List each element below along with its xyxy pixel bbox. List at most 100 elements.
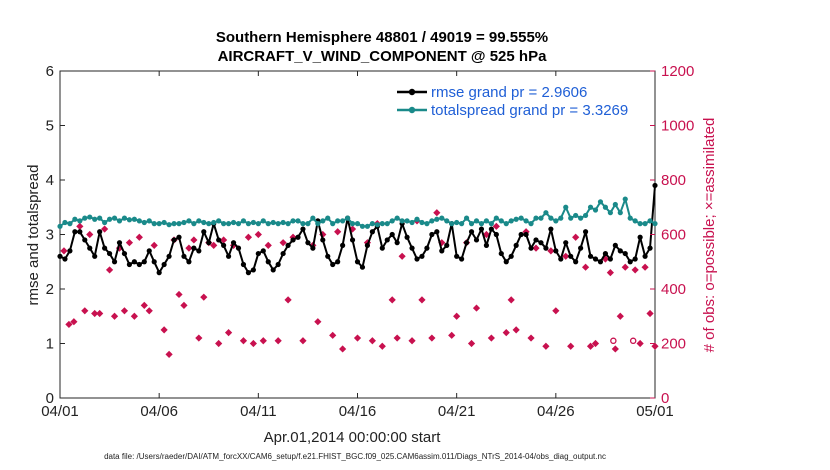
obs-assimilated-marker [96,309,104,318]
totalspread-point [315,221,321,227]
rmse-point [508,253,514,259]
obs-assimilated-marker [492,222,500,230]
rmse-point [82,237,88,243]
totalspread-point [543,210,549,216]
obs-assimilated-shape [651,342,659,350]
obs-assimilated-shape [616,312,624,320]
obs-assimilated-marker [314,318,322,326]
obs-assimilated-marker [60,247,68,255]
obs-assimilated-shape [284,296,292,304]
rmse-point [642,253,648,259]
obs-assimilated-shape [502,329,510,337]
rmse-point [106,250,113,257]
rmse-point [201,229,207,235]
obs-assimilated-marker [601,255,610,263]
totalspread-point [87,214,93,220]
y-tick-label: 1 [46,336,54,353]
rmse-point [617,248,623,254]
obs-assimilated-marker [110,312,119,320]
totalspread-point [384,221,390,227]
obs-assimilated-shape [353,334,362,342]
rmse-point [67,248,73,254]
totalspread-point [325,215,331,221]
y2-tick-label: 0 [661,390,669,407]
obs-assimilated-marker [239,337,248,345]
obs-assimilated-shape [115,244,124,252]
y2-tick-label: 200 [661,336,686,353]
totalspread-point [553,218,559,224]
totalspread-point [459,221,465,227]
rmse-point [597,259,604,265]
obs-assimilated-marker [467,339,476,348]
rmse-point [439,248,445,254]
totalspread-point [419,219,425,226]
totalspread-point [558,215,564,221]
obs-assimilated-shape [527,334,535,342]
obs-assimilated-shape [249,339,257,348]
rmse-point [166,253,172,259]
rmse-point [488,226,494,232]
totalspread-point [568,215,574,221]
totalspread-point [166,222,172,228]
totalspread-point [92,216,98,222]
ticks-layer: 04/01 04/06 04/11 04/16 04/21 04/26 05/0101234… [41,63,694,420]
totalspread-point [454,219,460,226]
obs-assimilated-marker [195,334,203,342]
obs-assimilated-marker [388,296,396,304]
totalspread-point [498,218,504,224]
obs-assimilated-marker [581,263,590,271]
rmse-point [389,231,395,238]
rmse-point [513,242,519,248]
rmse-point [111,259,118,265]
obs-assimilated-shape [586,342,595,350]
totalspread-point [300,221,306,227]
rmse-point [330,261,336,268]
rmse-point [424,245,430,251]
rmse-point [275,261,281,268]
rmse-point [419,253,425,259]
obs-assimilated-shape [641,263,649,271]
rmse-point [602,250,609,257]
obs-assimilated-marker [259,337,267,345]
obs-assimilated-marker [586,342,595,350]
x-tick-label: 05/01 [636,403,674,420]
totalspread-point [320,218,326,224]
obs-assimilated-shape [467,339,476,348]
rmse-point [612,242,618,248]
totalspread-point [518,215,524,221]
rmse-point [558,256,564,262]
totalspread-point [449,221,455,227]
obs-assimilated-marker [472,304,481,312]
obs-assimilated-shape [160,326,168,334]
rmse-point [295,234,301,240]
obs-assimilated-marker [606,269,614,277]
rmse-point [637,234,643,240]
obs-assimilated-marker [329,331,337,339]
obs-assimilated-marker [631,266,639,274]
totalspread-point [399,218,405,224]
obs-assimilated-marker [527,334,535,342]
obs-assimilated-marker [532,244,540,252]
obs-assimilated-marker [636,339,644,348]
rmse-point [627,259,633,265]
rmse-point [384,237,390,243]
totalspread-point [136,218,142,224]
rmse-point [578,245,584,251]
obs-assimilated-shape [86,230,94,239]
rmse-point [340,242,346,248]
obs-assimilated-shape [636,339,644,348]
obs-assimilated-marker [621,263,629,271]
rmse-point [325,253,331,259]
rmse-point [320,237,326,243]
obs-assimilated-shape [244,233,253,241]
totalspread-point [310,215,316,221]
totalspread-point [211,219,217,226]
obs-assimilated-marker [398,252,406,260]
obs-assimilated-marker [249,339,257,348]
obs-assimilated-marker [101,225,109,233]
totalspread-point [439,215,445,221]
rmse-point [404,234,410,240]
rmse-point [335,259,341,265]
totalspread-point [146,218,152,224]
